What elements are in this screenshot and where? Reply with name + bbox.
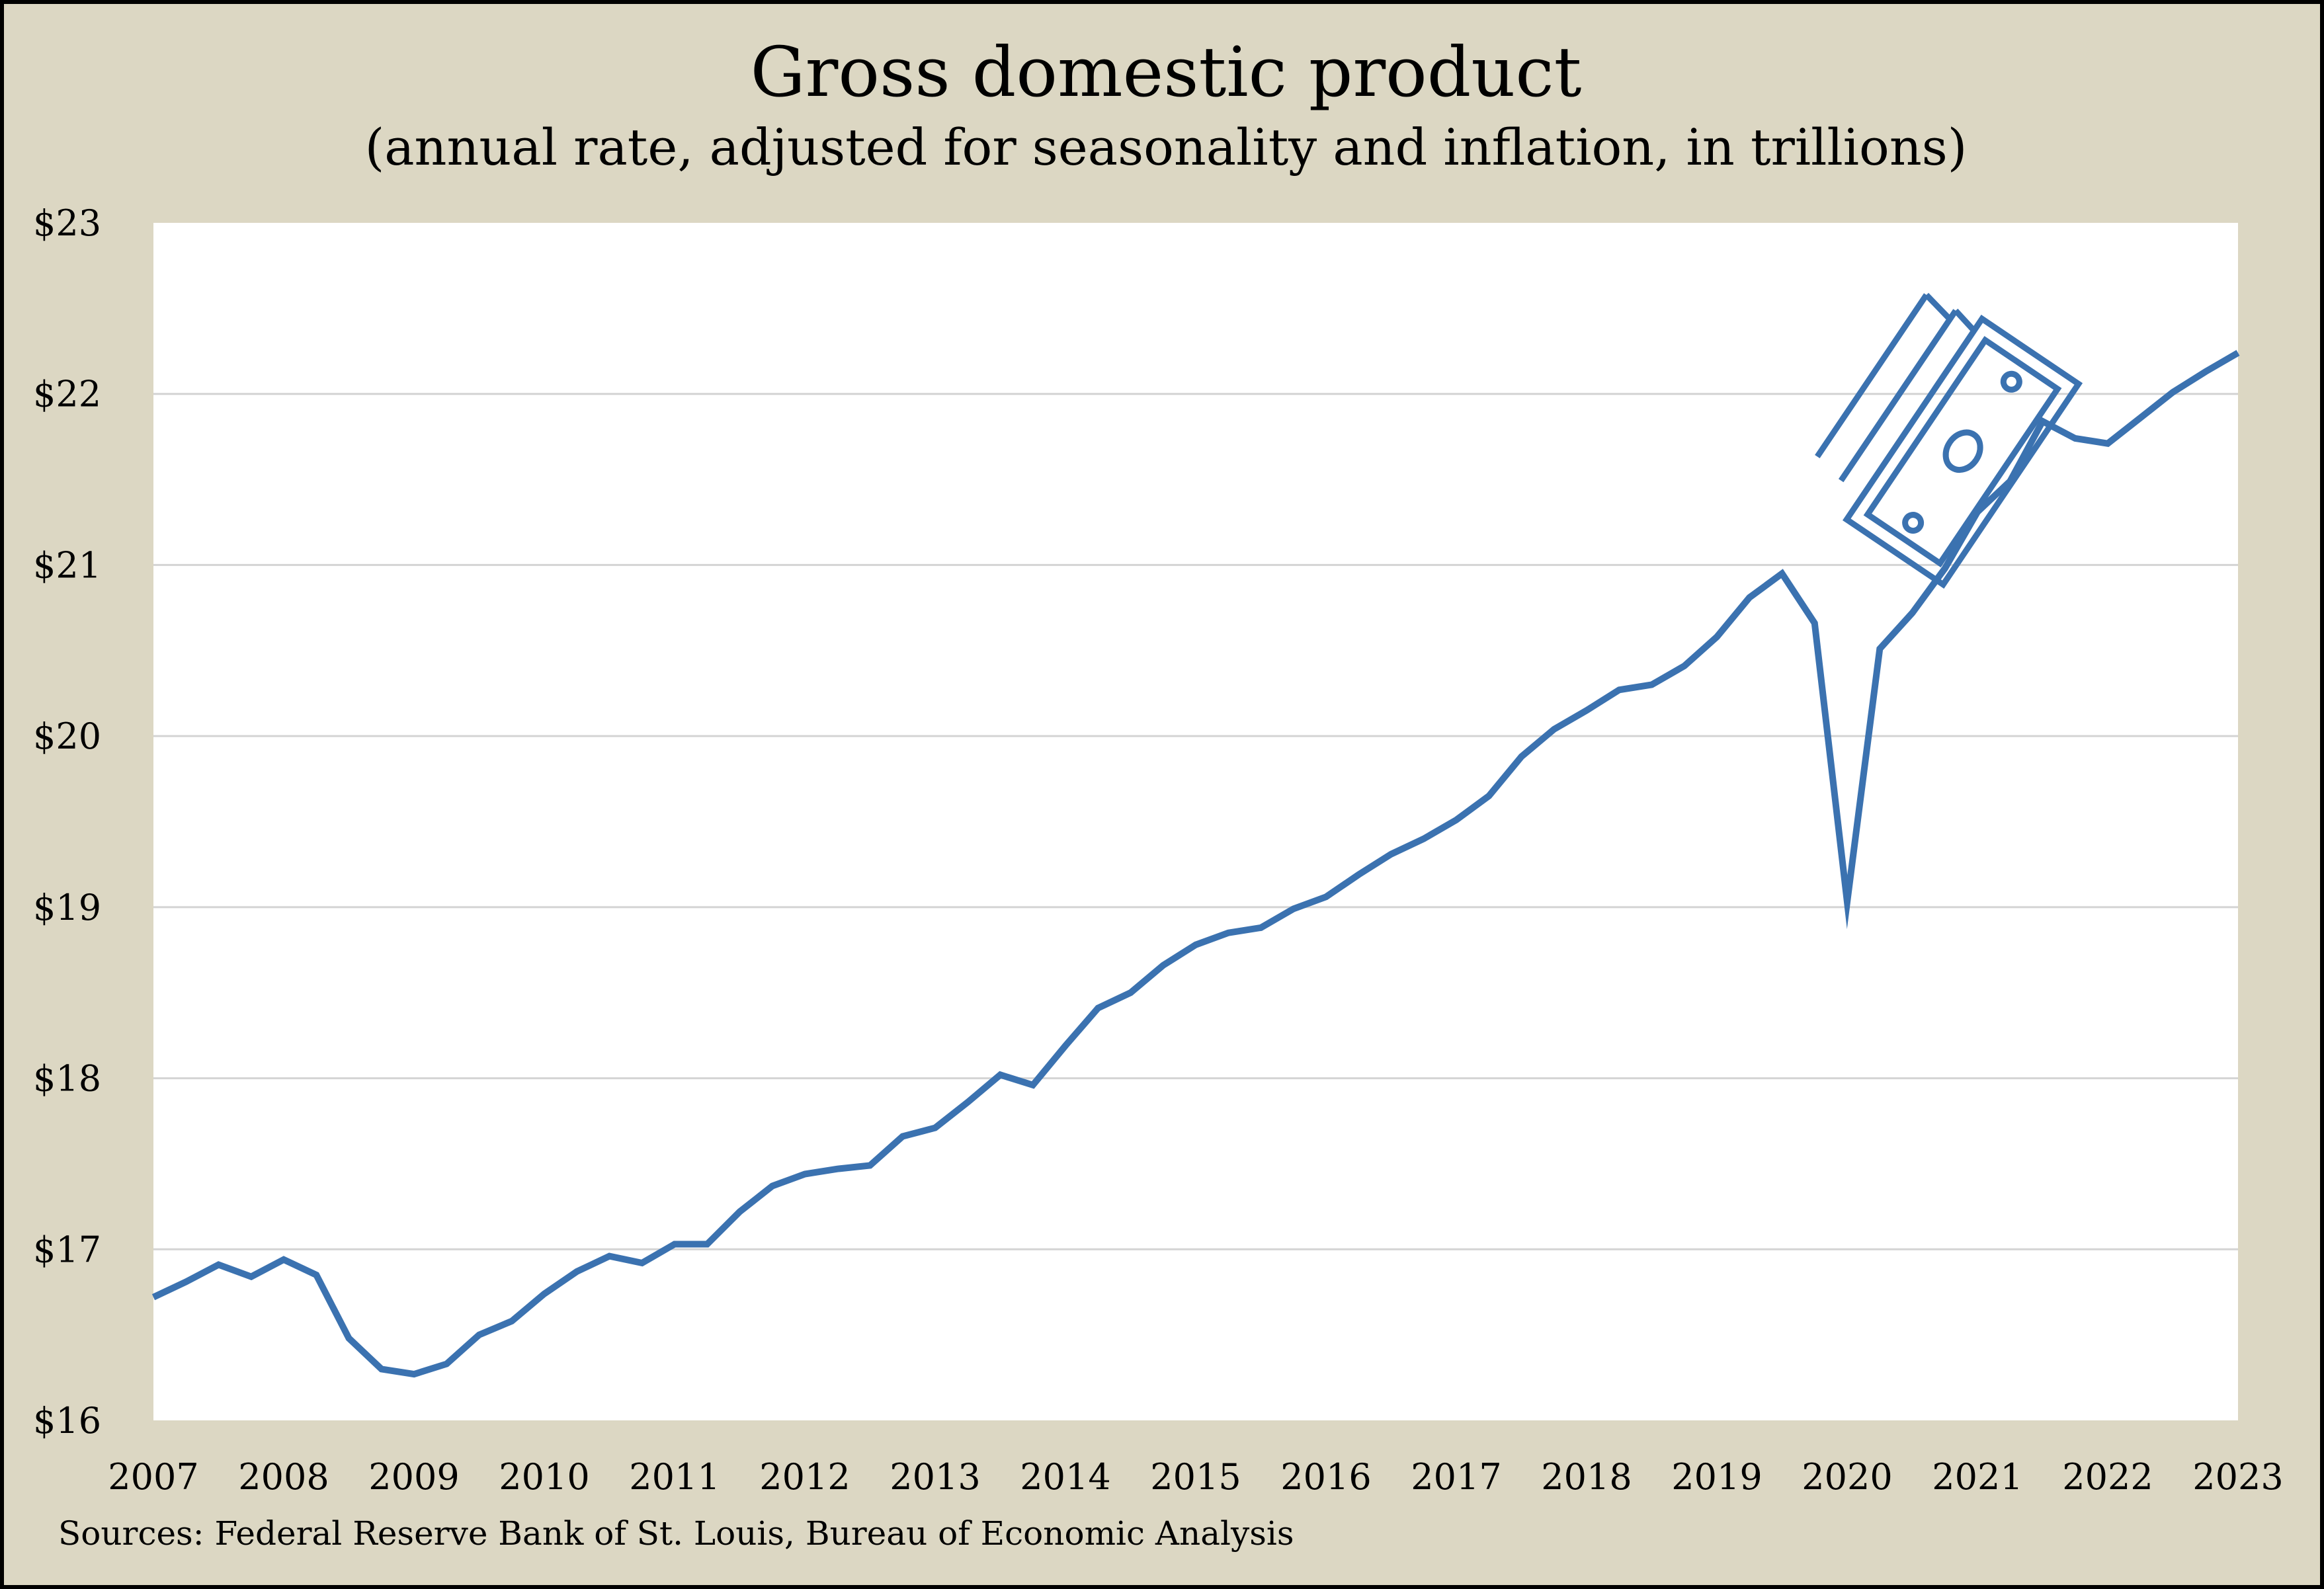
x-tick-label: 2016 [1280,1456,1371,1498]
series-line-0 [151,350,2240,1378]
x-tick-label: 2020 [1802,1456,1892,1498]
chart-subtitle: (annual rate, adjusted for seasonality a… [364,118,1968,177]
x-tick-label: 2022 [2062,1456,2153,1498]
y-tick-label: $17 [33,1229,101,1270]
x-tick-label: 2015 [1150,1456,1241,1498]
y-tick-label: $18 [33,1058,101,1100]
x-tick-label: 2018 [1541,1456,1632,1498]
y-tick-label: $19 [33,887,101,928]
y-tick-label: $23 [33,202,101,244]
x-tick-label: 2008 [238,1456,329,1498]
source-note: Sources: Federal Reserve Bank of St. Lou… [58,1514,1294,1553]
x-tick-label: 2007 [108,1456,198,1498]
x-tick-label: 2023 [2192,1456,2283,1498]
y-tick-label: $21 [33,544,101,586]
plot-area [153,223,2238,1420]
x-tick-label: 2012 [759,1456,850,1498]
y-tick-label: $22 [33,374,101,415]
x-tick-label: 2019 [1671,1456,1762,1498]
x-tick-label: 2011 [629,1456,720,1498]
x-tick-label: 2021 [1932,1456,2022,1498]
x-tick-label: 2010 [499,1456,589,1498]
y-tick-label: $16 [33,1400,101,1442]
y-tick-label: $20 [33,715,101,757]
x-tick-label: 2014 [1020,1456,1110,1498]
money-bills-icon [1815,292,2083,589]
x-tick-label: 2013 [890,1456,980,1498]
chart-title: Gross domestic product [750,32,1582,112]
line-chart: $16 $17 $18 $19 $20 $21 $22 $23 2007 2008 2009 2010… [33,202,2284,1498]
x-tick-label: 2017 [1411,1456,1501,1498]
x-tick-label: 2009 [368,1456,459,1498]
